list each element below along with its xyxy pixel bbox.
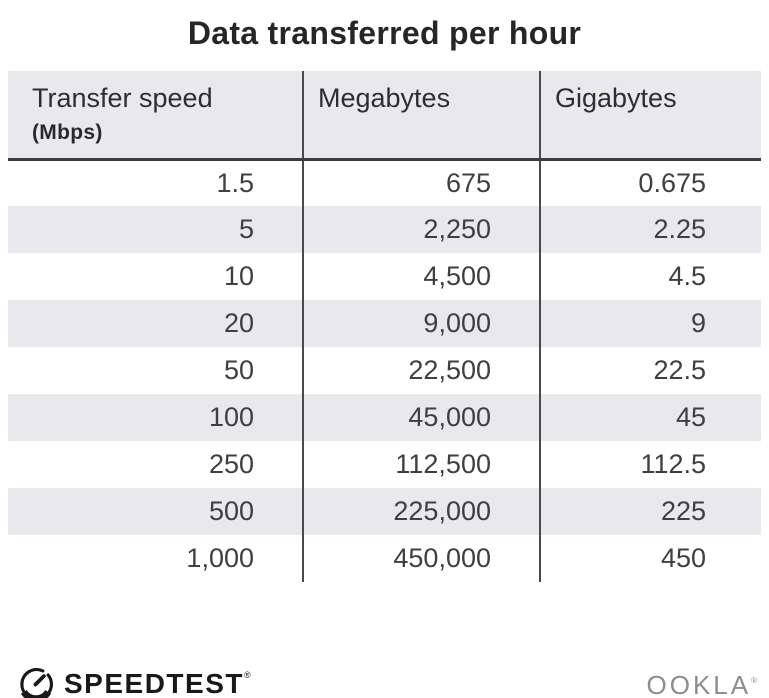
cell-speed: 1.5 xyxy=(216,167,254,198)
col-header-transfer-speed-label: Transfer speed xyxy=(32,83,213,113)
cell-speed: 1,000 xyxy=(186,543,254,573)
cell-megabytes: 9,000 xyxy=(302,300,540,347)
table-row: 5 2,250 2.25 xyxy=(8,206,761,253)
ookla-logo: OOKLA® xyxy=(647,671,758,698)
page-title: Data transferred per hour xyxy=(187,15,582,51)
speedtest-registered-mark: ® xyxy=(243,670,253,680)
cell-megabytes: 45,000 xyxy=(302,394,540,441)
cell-speed: 20 xyxy=(223,308,254,338)
speedometer-gauge-icon xyxy=(20,667,53,698)
ookla-wordmark-text: OOKLA xyxy=(646,670,752,698)
cell-megabytes: 22,500 xyxy=(302,347,540,394)
cell-gigabytes: 2.25 xyxy=(539,206,761,253)
cell-megabytes: 112,500 xyxy=(302,441,540,488)
cell-gigabytes: 9 xyxy=(539,300,761,347)
speedtest-wordmark: SPEEDTEST® xyxy=(64,665,252,698)
table-row: 10 4,500 4.5 xyxy=(8,253,761,300)
cell-speed: 5 xyxy=(238,214,254,244)
cell-speed: 10 xyxy=(223,261,254,291)
col-header-megabytes: Megabytes xyxy=(302,71,540,159)
table-row: 1.5 675 0.675 xyxy=(8,159,761,206)
table-row: 50 22,500 22.5 xyxy=(8,347,761,394)
cell-gigabytes: 22.5 xyxy=(539,347,761,394)
table-row: 250 112,500 112.5 xyxy=(8,441,761,488)
cell-speed: 100 xyxy=(208,402,254,432)
cell-megabytes: 2,250 xyxy=(302,206,540,253)
cell-megabytes: 225,000 xyxy=(302,488,540,535)
cell-gigabytes: 112.5 xyxy=(539,441,761,488)
cell-speed: 250 xyxy=(208,449,254,479)
ookla-registered-mark: ® xyxy=(751,676,757,685)
speedtest-wordmark-text: SPEEDTEST xyxy=(64,668,244,698)
table-row: 500 225,000 225 xyxy=(8,488,761,535)
cell-gigabytes: 450 xyxy=(539,535,761,582)
col-header-gigabytes: Gigabytes xyxy=(539,71,761,159)
header-row: Transfer speed (Mbps) Megabytes Gigabyte… xyxy=(8,71,761,159)
cell-speed: 500 xyxy=(208,496,254,526)
table-row: 20 9,000 9 xyxy=(8,300,761,347)
col-header-transfer-speed-unit: (Mbps) xyxy=(32,121,103,144)
cell-megabytes: 675 xyxy=(302,159,540,206)
cell-speed: 50 xyxy=(223,355,254,385)
cell-megabytes: 450,000 xyxy=(302,535,540,582)
cell-megabytes: 4,500 xyxy=(302,253,540,300)
cell-gigabytes: 225 xyxy=(539,488,761,535)
col-header-transfer-speed: Transfer speed (Mbps) xyxy=(8,71,303,159)
cell-gigabytes: 4.5 xyxy=(539,253,761,300)
speedtest-logo: SPEEDTEST® xyxy=(17,665,252,698)
table-row: 1,000 450,000 450 xyxy=(8,535,761,582)
cell-gigabytes: 0.675 xyxy=(539,159,761,206)
footer: SPEEDTEST® OOKLA® xyxy=(0,663,769,698)
data-table: Transfer speed (Mbps) Megabytes Gigabyte… xyxy=(8,71,761,582)
table-row: 100 45,000 45 xyxy=(8,394,761,441)
cell-gigabytes: 45 xyxy=(539,394,761,441)
